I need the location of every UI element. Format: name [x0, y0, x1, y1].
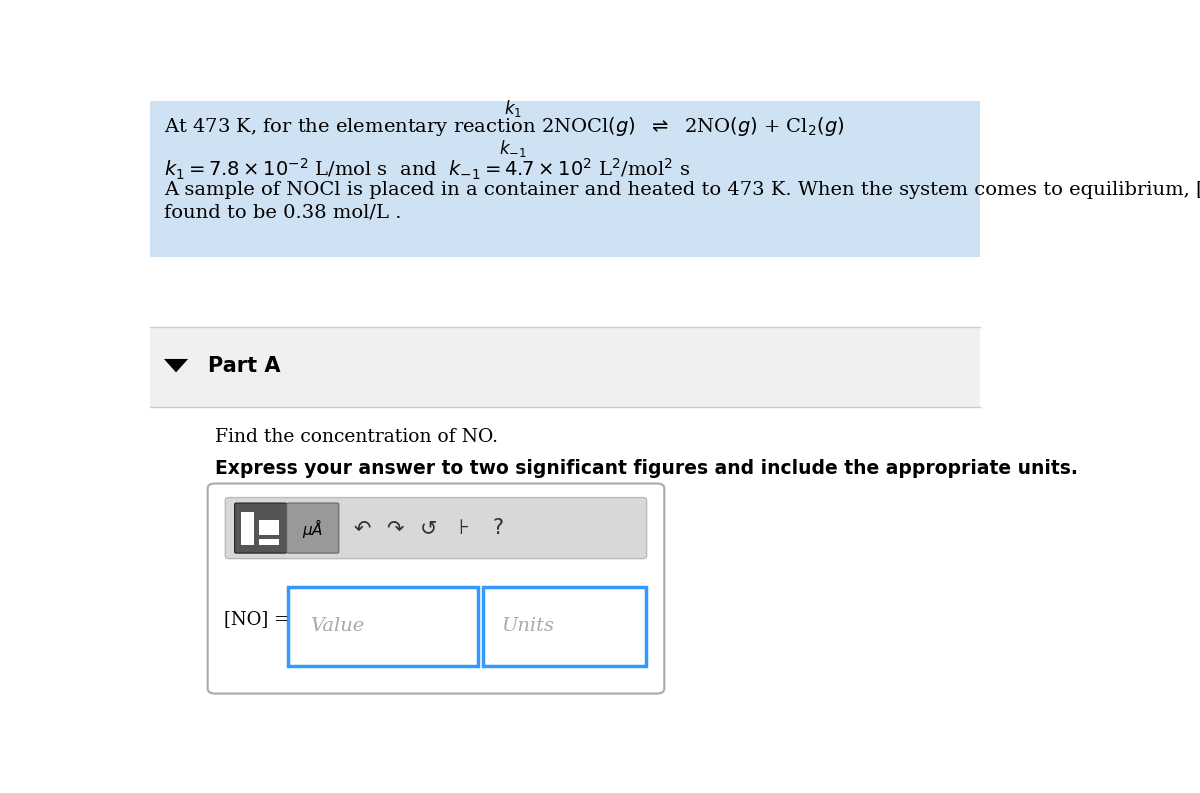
- FancyBboxPatch shape: [150, 328, 980, 407]
- Text: found to be 0.38 mol/L .: found to be 0.38 mol/L .: [164, 203, 402, 221]
- Text: ↺: ↺: [420, 518, 438, 538]
- FancyBboxPatch shape: [235, 503, 287, 554]
- Text: ⊦: ⊦: [458, 518, 469, 538]
- Text: ↷: ↷: [386, 518, 403, 538]
- Text: [NO] =: [NO] =: [224, 610, 289, 628]
- FancyBboxPatch shape: [208, 484, 665, 694]
- FancyBboxPatch shape: [288, 587, 479, 666]
- Text: Units: Units: [502, 618, 554, 635]
- FancyBboxPatch shape: [259, 539, 280, 545]
- FancyBboxPatch shape: [482, 587, 646, 666]
- FancyBboxPatch shape: [259, 520, 280, 535]
- Text: Value: Value: [310, 618, 365, 635]
- FancyBboxPatch shape: [226, 497, 647, 558]
- Text: $k_1 = 7.8 \times 10^{-2}$ L/mol s  and  $k_{-1} = 4.7 \times 10^{2}$ L$^2$/mol$: $k_1 = 7.8 \times 10^{-2}$ L/mol s and $…: [164, 157, 690, 182]
- FancyBboxPatch shape: [241, 511, 254, 545]
- Text: At 473 K, for the elementary reaction 2NOCl$(g)$  $\rightleftharpoons$  2NO$(g)$: At 473 K, for the elementary reaction 2N…: [164, 116, 845, 139]
- Polygon shape: [164, 359, 188, 373]
- Text: Express your answer to two significant figures and include the appropriate units: Express your answer to two significant f…: [215, 459, 1078, 478]
- FancyBboxPatch shape: [150, 102, 980, 257]
- Text: $k_{-1}$: $k_{-1}$: [499, 139, 527, 159]
- FancyBboxPatch shape: [287, 503, 338, 554]
- Text: Part A: Part A: [208, 355, 280, 376]
- Text: Find the concentration of NO.: Find the concentration of NO.: [215, 428, 498, 446]
- Text: ?: ?: [492, 518, 503, 538]
- Text: ↶: ↶: [353, 518, 371, 538]
- Text: $\mu\AA$: $\mu\AA$: [302, 516, 323, 539]
- Text: $k_1$: $k_1$: [504, 98, 522, 119]
- Text: A sample of NOCl is placed in a container and heated to 473 K. When the system c: A sample of NOCl is placed in a containe…: [164, 181, 1200, 199]
